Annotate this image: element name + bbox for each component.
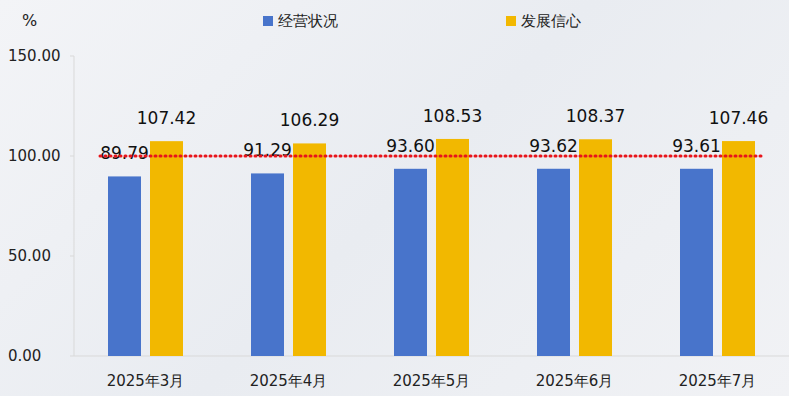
data-label: 108.37 — [566, 106, 625, 126]
chart: % 0.00 50.00 100.00 150.00 2025年3月 2025年4月 2025… — [0, 0, 789, 396]
y-axis-label: % — [22, 11, 37, 30]
bar — [436, 139, 469, 356]
x-tick-label: 2025年6月 — [536, 372, 614, 390]
data-label: 107.42 — [137, 108, 196, 128]
x-tick-label: 2025年4月 — [250, 372, 328, 390]
legend-label: 经营状况 — [278, 12, 338, 30]
bar — [722, 141, 755, 356]
y-tick — [70, 56, 74, 57]
x-tick-label: 2025年3月 — [107, 372, 185, 390]
legend-swatch — [506, 16, 516, 26]
bar — [251, 173, 284, 356]
bar — [108, 176, 141, 356]
y-tick-label: 0.00 — [8, 347, 41, 365]
y-tick — [70, 256, 74, 257]
x-tick-label: 2025年7月 — [679, 372, 757, 390]
bar — [579, 139, 612, 356]
data-label: 107.46 — [709, 108, 768, 128]
y-tick-label: 100.00 — [8, 147, 61, 165]
bars — [108, 139, 755, 356]
y-tick — [70, 356, 74, 357]
legend-swatch — [263, 16, 273, 26]
data-label: 93.61 — [672, 136, 721, 156]
y-tick-label: 50.00 — [8, 247, 51, 265]
legend-label: 发展信心 — [521, 12, 581, 30]
y-tick-label: 150.00 — [8, 47, 61, 65]
bar — [537, 169, 570, 356]
data-label: 93.62 — [529, 136, 578, 156]
bar — [394, 169, 427, 356]
data-label: 89.79 — [100, 143, 149, 163]
data-labels: 89.7991.2993.6093.6293.61107.42106.29108… — [100, 106, 768, 163]
bar — [680, 169, 713, 356]
data-label: 93.60 — [386, 136, 435, 156]
y-tick — [70, 156, 74, 157]
bar — [293, 143, 326, 356]
y-axis-line — [74, 56, 75, 356]
x-tick-label: 2025年5月 — [393, 372, 471, 390]
bar — [150, 141, 183, 356]
reference-line — [100, 155, 763, 158]
data-label: 106.29 — [280, 110, 339, 130]
data-label: 108.53 — [423, 106, 482, 126]
